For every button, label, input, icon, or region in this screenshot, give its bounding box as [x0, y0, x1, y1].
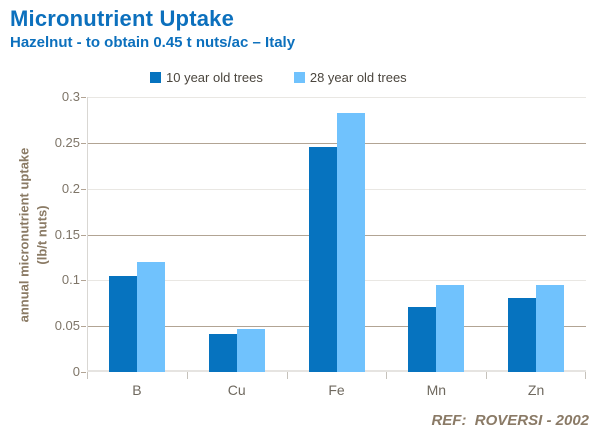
plot-area	[81, 97, 586, 379]
legend-label: 10 year old trees	[166, 70, 263, 85]
legend-label: 28 year old trees	[309, 70, 407, 85]
y-tick	[81, 326, 86, 328]
legend-swatch-light-blue	[293, 72, 305, 83]
page-subtitle: Hazelnut - to obtain 0.45 t nuts/ac – It…	[10, 34, 296, 51]
y-tick	[81, 188, 86, 190]
bar-Fe-light	[336, 112, 365, 372]
bar-Zn-light	[536, 284, 565, 372]
x-category-label: Fe	[328, 382, 345, 398]
bar-Mn-light	[436, 284, 465, 372]
x-category-label: B	[132, 382, 142, 398]
legend-swatch-dark-blue	[150, 72, 161, 83]
y-axis-line	[87, 97, 88, 372]
y-tick	[81, 142, 86, 144]
legend-item: 28 year old trees	[293, 70, 407, 85]
x-tick	[585, 372, 586, 379]
x-tick	[386, 372, 388, 379]
x-tick	[286, 372, 288, 379]
y-tick	[81, 280, 86, 282]
legend: 10 year old trees 28 year old trees	[150, 70, 438, 85]
y-tick-label: 0.25	[54, 134, 80, 150]
y-tick-label: 0.2	[61, 180, 80, 196]
bar-Cu-dark	[208, 334, 237, 372]
reference-note: REF: ROVERSI - 2002	[431, 412, 589, 429]
legend-item: 10 year old trees	[150, 70, 263, 85]
x-category-label: Zn	[527, 382, 545, 398]
x-tick	[87, 372, 88, 379]
bar-Zn-dark	[508, 297, 537, 372]
gridline	[87, 97, 586, 98]
y-tick-label: 0.1	[61, 272, 80, 288]
bar-B-dark	[108, 275, 137, 372]
y-tick-label: 0.05	[54, 318, 80, 334]
y-tick	[81, 372, 86, 373]
bar-Mn-dark	[408, 306, 437, 372]
y-tick	[81, 97, 86, 98]
x-category-label: Cu	[227, 382, 246, 398]
y-tick-label: 0.3	[61, 89, 80, 104]
bar-Fe-dark	[308, 147, 337, 372]
x-tick	[486, 372, 488, 379]
bar-Cu-light	[236, 328, 265, 372]
bar-B-light	[136, 262, 165, 372]
page-title: Micronutrient Uptake	[10, 6, 235, 31]
x-category-label: Mn	[426, 382, 447, 398]
x-tick	[186, 372, 188, 379]
y-tick	[81, 234, 86, 236]
y-tick-label: 0.15	[54, 226, 80, 242]
y-tick-label: 0	[72, 364, 80, 379]
